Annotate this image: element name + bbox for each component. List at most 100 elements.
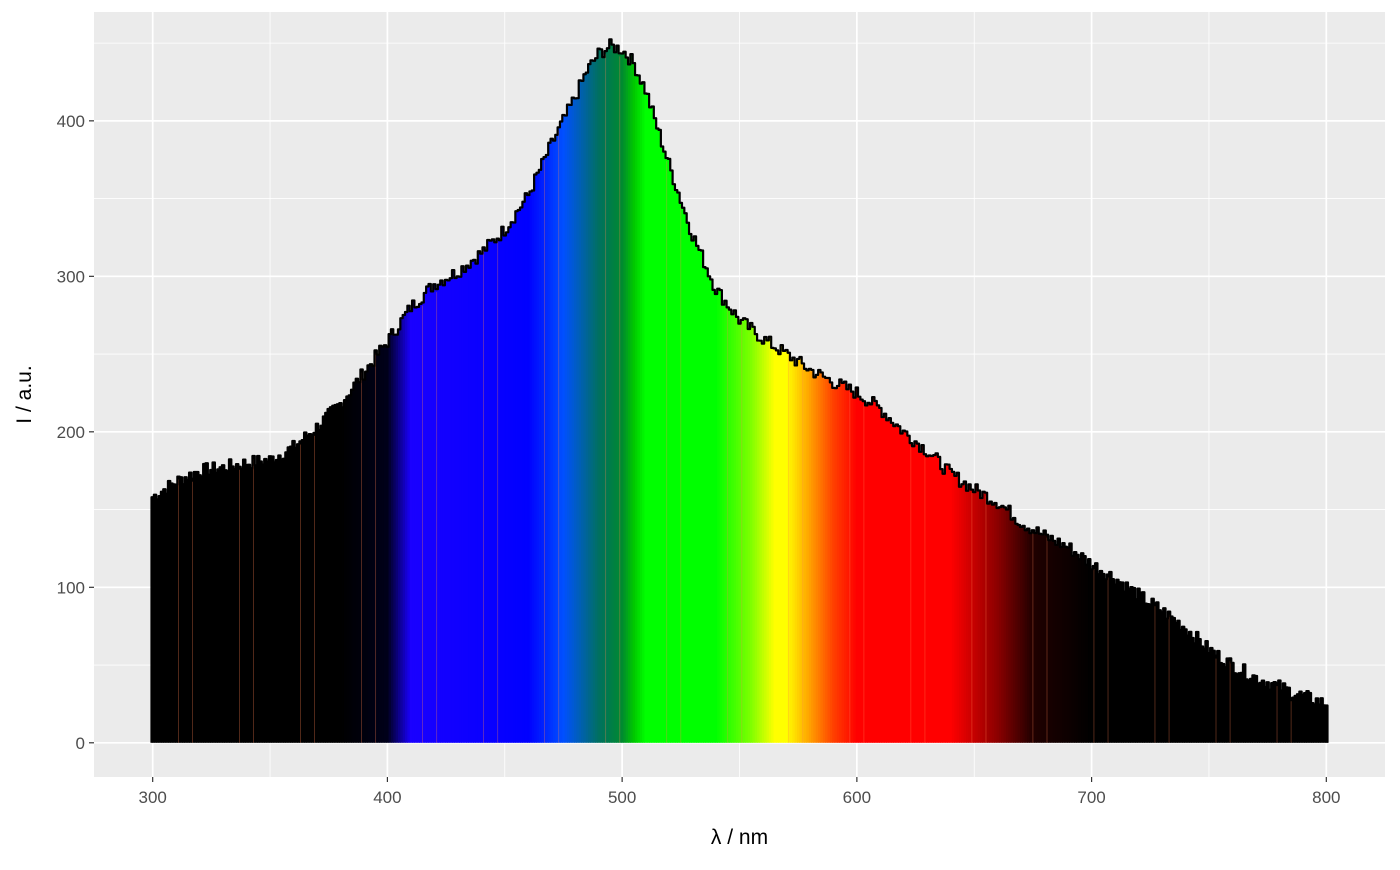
spectrum-bar — [1160, 612, 1164, 743]
spectrum-bar — [1135, 599, 1138, 743]
spectrum-bar — [219, 467, 223, 743]
spectrum-bar — [1139, 592, 1143, 743]
spectrum-bar — [588, 64, 592, 743]
spectrum-bar — [160, 491, 164, 743]
spectrum-bar — [1062, 543, 1066, 743]
spectrum-bar — [273, 462, 277, 743]
spectrum-bar — [778, 354, 782, 743]
spectrum-bar — [336, 404, 340, 743]
spectrum-bar — [754, 334, 758, 743]
spectrum-bar — [961, 484, 965, 743]
spectrum-bar — [151, 497, 155, 743]
spectrum-bar — [1170, 616, 1174, 743]
spectrum-bar — [313, 432, 317, 743]
spectrum-bar — [221, 465, 225, 743]
spectrum-bar — [1151, 598, 1155, 743]
spectrum-bar — [872, 397, 876, 743]
spectrum-bar — [628, 64, 631, 743]
spectrum-bar — [949, 468, 953, 743]
spectrum-bar — [174, 484, 178, 743]
spectrum-outline-path — [150, 38, 1329, 743]
spectrum-bar — [238, 466, 242, 743]
spectrum-bar — [642, 82, 646, 743]
x-axis-title: λ / nm — [711, 826, 768, 849]
spectrum-bar — [909, 443, 913, 743]
spectrum-bar — [210, 469, 214, 743]
spectrum-bar — [761, 343, 765, 743]
spectrum-bar — [773, 348, 777, 743]
spectrum-bar — [1073, 552, 1077, 743]
spectrum-bar — [900, 433, 904, 743]
spectrum-bar — [646, 93, 650, 743]
spectrum-bar — [498, 240, 502, 743]
spectrum-bar — [714, 293, 718, 743]
spectrum-bar — [217, 469, 221, 743]
spectrum-bar — [599, 49, 603, 743]
spectrum-bar — [700, 250, 704, 743]
spectrum-bar — [883, 413, 887, 743]
spectrum-bar — [224, 470, 228, 743]
spectrum-bar — [1008, 505, 1012, 743]
spectrum-bar — [862, 401, 866, 743]
spectrum-bar — [447, 280, 451, 743]
spectrum-bar — [829, 382, 833, 743]
spectrum-bar — [1127, 589, 1131, 743]
spectrum-bar — [463, 271, 467, 743]
spectrum-bar — [858, 396, 861, 743]
spectrum-bar — [534, 174, 538, 743]
spectrum-bar — [886, 420, 890, 743]
spectrum-bar — [508, 227, 512, 743]
spectrum-bar — [435, 289, 439, 743]
spectrum-bar — [681, 207, 685, 743]
spectrum-bar — [226, 471, 230, 743]
spectrum-bar — [1275, 683, 1279, 743]
spectrum-bar — [1191, 637, 1195, 743]
spectrum-bar — [1031, 530, 1035, 743]
spectrum-bar — [203, 463, 207, 743]
spectrum-bar — [1081, 553, 1084, 743]
spectrum-bar — [555, 134, 559, 743]
spectrum-bars — [151, 39, 1329, 743]
spectrum-bar — [1153, 603, 1157, 743]
spectrum-bar — [334, 405, 338, 743]
spectrum-bar — [275, 459, 279, 743]
spectrum-bar — [1203, 648, 1207, 743]
spectrum-bar — [353, 382, 357, 743]
spectrum-bar — [379, 345, 383, 743]
y-tick-label: 100 — [57, 578, 85, 597]
spectrum-bar — [1313, 704, 1317, 743]
spectrum-bar — [165, 493, 169, 743]
spectrum-bar — [705, 268, 709, 743]
spectrum-bar — [477, 251, 481, 743]
spectrum-bar — [951, 471, 955, 743]
spectrum-bar — [613, 52, 617, 743]
spectrum-bar — [297, 444, 300, 743]
spectrum-bar — [595, 58, 599, 743]
spectrum-bar — [487, 239, 491, 743]
spectrum-bar — [1111, 579, 1115, 743]
spectrum-bar — [919, 451, 923, 743]
spectrum-bar — [726, 307, 730, 743]
spectrum-bar — [1242, 664, 1246, 743]
spectrum-bar — [609, 39, 613, 743]
spectrum-bar — [855, 387, 859, 743]
spectrum-bar — [1264, 686, 1268, 743]
spectrum-bar — [541, 159, 545, 743]
spectrum-bar — [301, 440, 305, 743]
spectrum-bar — [876, 405, 880, 743]
spectrum-bar — [1055, 544, 1059, 743]
spectrum-bar — [1189, 631, 1192, 743]
spectrum-bar — [874, 400, 878, 743]
spectrum-bar — [240, 468, 244, 743]
spectrum-bar — [1217, 650, 1221, 743]
spectrum-bar — [1017, 524, 1021, 743]
spectrum-bar — [1109, 572, 1113, 743]
spectrum-bar — [1252, 675, 1256, 743]
spectrum-bar — [562, 115, 566, 743]
spectrum-bar — [456, 276, 460, 743]
spectrum-bar — [954, 475, 958, 743]
spectrum-bar — [304, 432, 308, 743]
spectrum-bar — [1005, 509, 1009, 743]
spectrum-bar — [280, 459, 284, 743]
spectrum-bar — [1245, 679, 1249, 743]
